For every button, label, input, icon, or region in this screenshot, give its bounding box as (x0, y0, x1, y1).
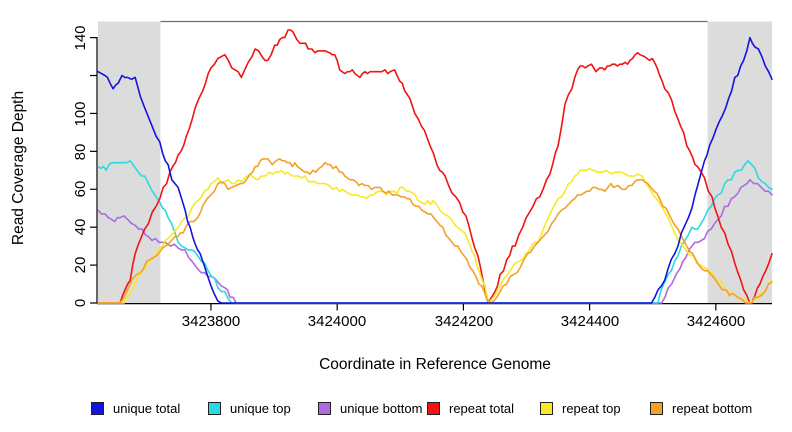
y-tick-label: 140 (72, 25, 89, 51)
legend-item-repeat-top: repeat top (540, 400, 621, 416)
legend-swatch-unique-top (208, 401, 221, 415)
legend-item-unique-bottom: unique bottom (318, 400, 423, 416)
y-tick-label: 40 (72, 218, 89, 236)
series-unique-top (97, 160, 773, 304)
legend-label: unique total (113, 400, 181, 416)
x-tick-label: 3424600 (686, 313, 746, 330)
x-tick-label: 3424200 (434, 313, 494, 330)
x-axis-title: Coordinate in Reference Genome (319, 356, 551, 373)
legend-item-unique-top: unique top (208, 400, 291, 416)
series-unique-bottom (97, 179, 773, 304)
y-tick-label: 20 (72, 256, 89, 274)
x-tick-label: 3424400 (560, 313, 620, 330)
x-tick-label: 3423800 (181, 313, 241, 330)
series-repeat-bottom (97, 158, 773, 304)
legend-label: unique top (230, 400, 291, 416)
y-axis-title: Read Coverage Depth (10, 90, 27, 246)
legend-swatch-repeat-bottom (650, 401, 663, 415)
legend-label: repeat bottom (672, 400, 753, 416)
y-tick-label: 0 (72, 298, 89, 308)
y-tick-label: 100 (72, 101, 89, 127)
legend-swatch-unique-bottom (318, 401, 331, 415)
series-repeat-total (97, 29, 773, 304)
x-tick-label: 3424000 (307, 313, 367, 330)
legend-swatch-repeat-total (427, 401, 440, 415)
legend-item-unique-total: unique total (91, 400, 181, 416)
series-unique-total (97, 36, 773, 304)
axes (90, 37, 772, 311)
legend-swatch-unique-total (91, 401, 104, 415)
legend-swatch-repeat-top (540, 401, 553, 415)
y-tick-label: 80 (72, 143, 89, 161)
legend-label: repeat total (449, 400, 515, 416)
series-repeat-top (97, 167, 773, 304)
shaded-region (98, 21, 161, 303)
legend-label: unique bottom (340, 400, 423, 416)
legend-item-repeat-bottom: repeat bottom (650, 400, 753, 416)
shaded-region (707, 21, 772, 303)
legend-label: repeat top (562, 400, 621, 416)
legend-item-repeat-total: repeat total (427, 400, 515, 416)
